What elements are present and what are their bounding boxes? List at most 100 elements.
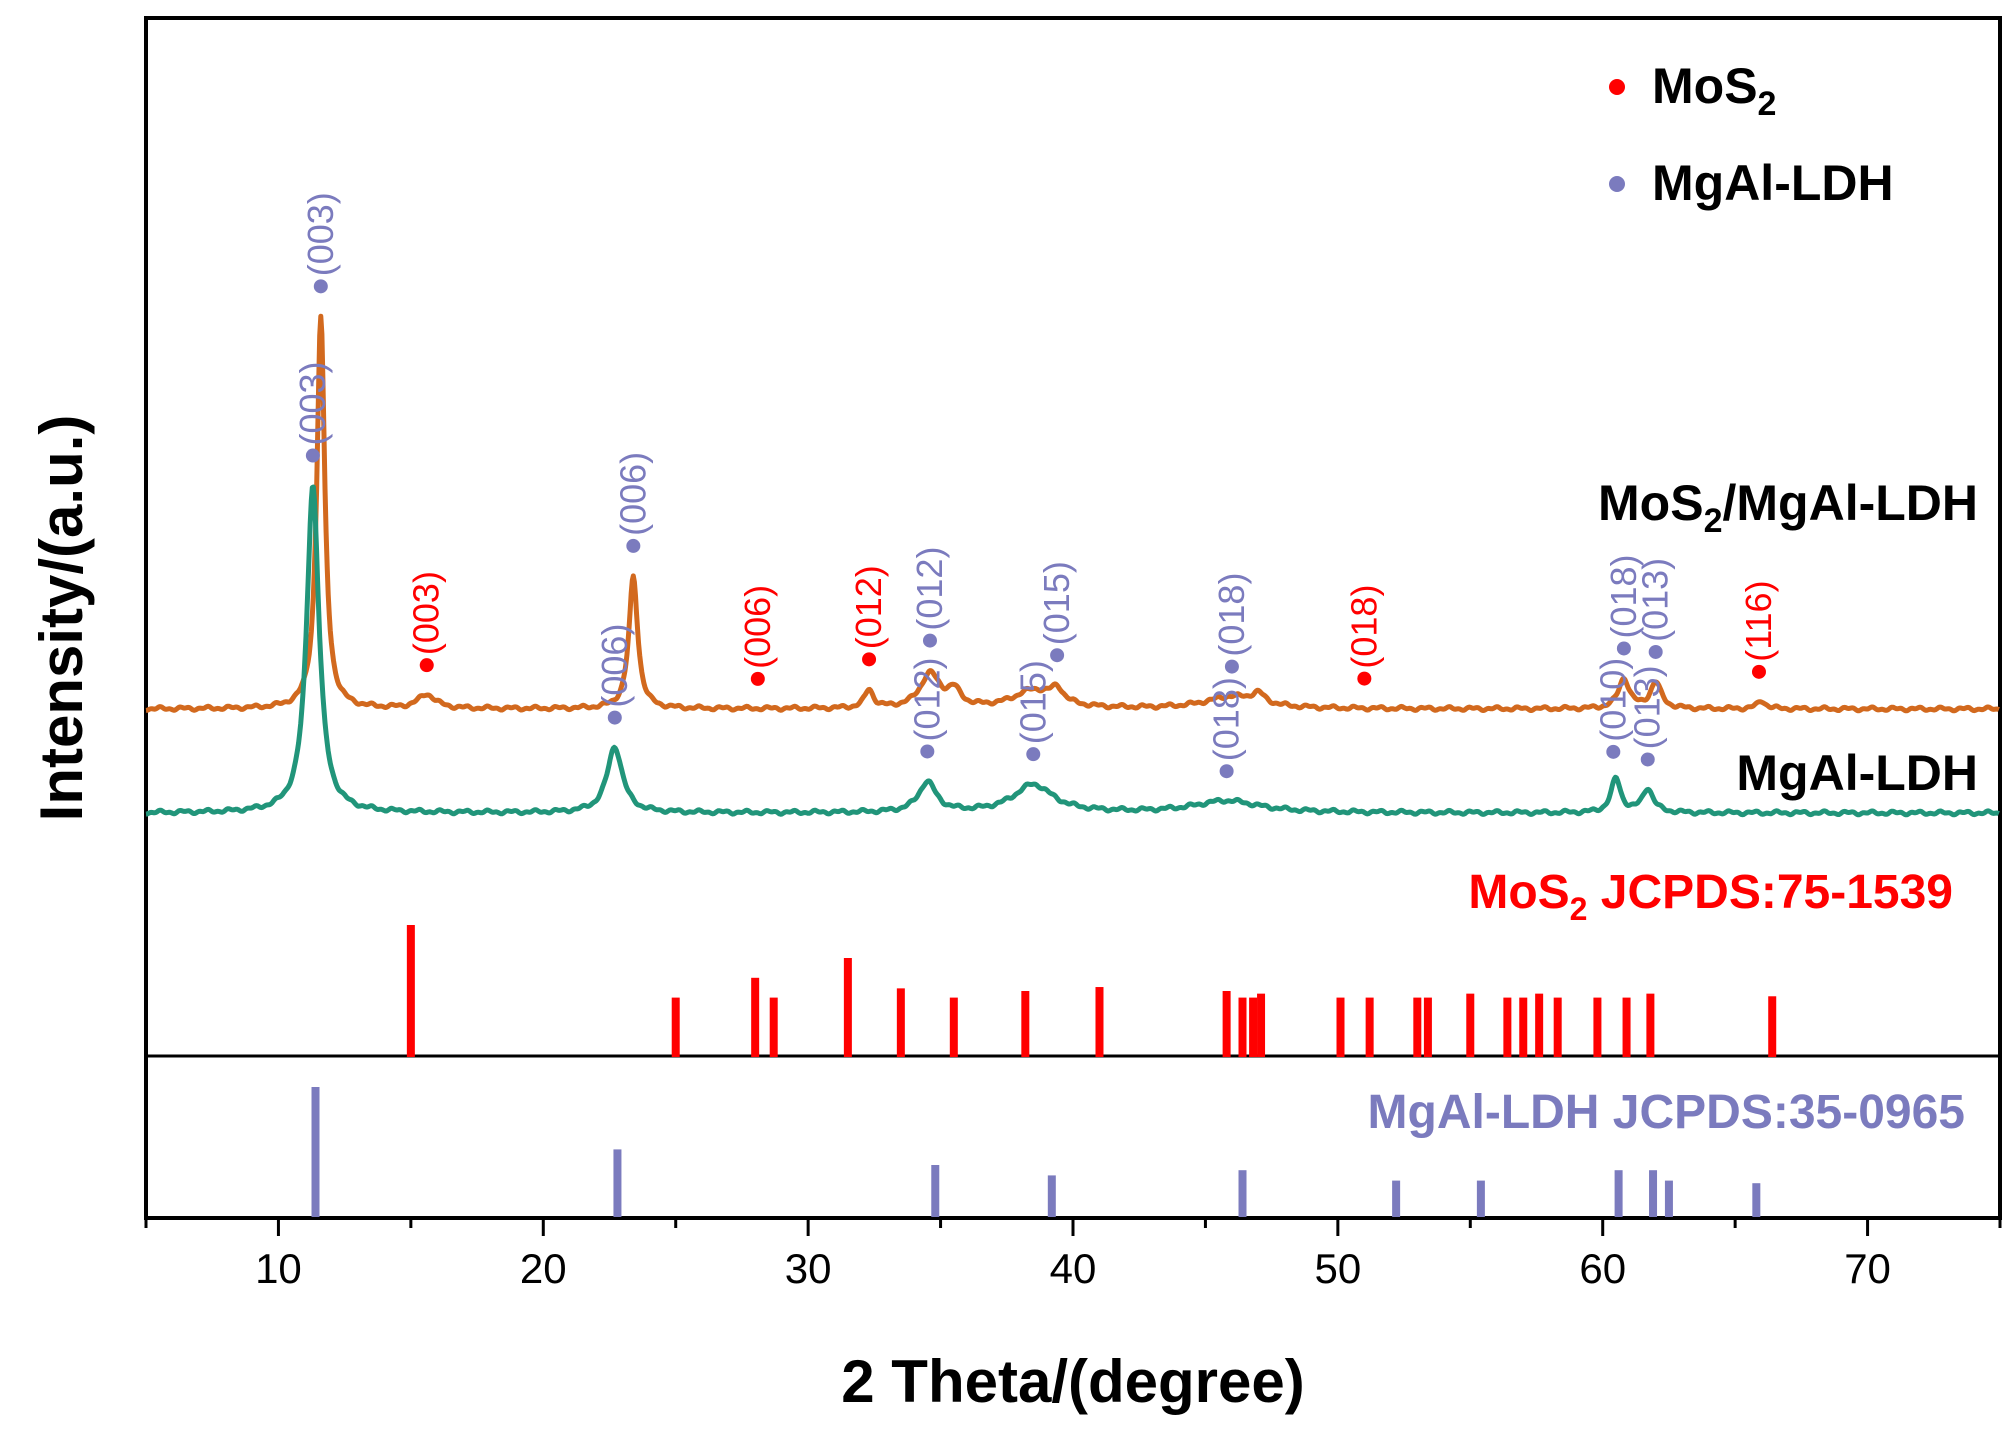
reference-stick [671,997,680,1057]
peak-hkl-label: (015) [1012,660,1053,744]
peak-marker-dot [419,658,434,673]
reference-stick [1768,996,1777,1057]
legend-entry: MgAl-LDH [1652,155,1894,211]
reference-stick [1503,997,1512,1057]
peak-marker-dot [1224,659,1239,674]
peak-hkl-label: (012) [848,565,889,649]
reference-stick [769,997,778,1057]
peak-marker-dot [305,448,320,463]
composite-xrd-curve [144,313,2001,714]
peak-hkl-label: (116) [1738,580,1779,661]
reference-patterns: MoS2 JCPDS:75-1539 MgAl-LDH JCPDS:35-0965 [311,866,1965,1217]
reference-stick [1047,1175,1056,1217]
peak-hkl-label: (018) [1211,573,1252,657]
legend-marker [1609,79,1625,95]
series-label: MgAl-LDH [1736,745,1978,801]
peak-marker-dot [1357,671,1372,686]
peak-hkl-label: (006) [612,452,653,536]
peak-marker-dot [1616,641,1631,656]
reference-stick [406,925,415,1057]
reference-stick [1646,993,1655,1057]
series-labels: MoS2/MgAl-LDH MgAl-LDH [1598,475,1978,801]
reference-title: MgAl-LDH JCPDS:35-0965 [1368,1086,1965,1139]
reference-stick [1336,997,1345,1057]
peak-marker-dot [922,633,937,648]
reference-stick [1095,987,1104,1057]
peak-marker-dot [626,538,641,553]
x-tick-label: 30 [785,1245,832,1292]
peak-marker-dot [1751,664,1766,679]
peak-marker-dot [313,279,328,294]
reference-stick [1649,1170,1658,1217]
reference-stick [1476,1180,1485,1217]
series-layer [144,313,2001,818]
peak-hkl-label: (013) [1627,665,1668,749]
reference-stick [1519,997,1528,1057]
x-tick-label: 70 [1844,1245,1891,1292]
peak-hkl-label: (013) [1635,558,1676,642]
peak-marker-dot [750,671,765,686]
x-tick-label: 50 [1314,1245,1361,1292]
peak-marker-dot [1648,644,1663,659]
reference-stick [1423,997,1432,1057]
reference-stick [896,988,905,1057]
reference-stick [1413,997,1422,1057]
reference-stick [1021,991,1030,1057]
peak-marker-dot [1219,764,1234,779]
reference-stick [1614,1170,1623,1217]
reference-stick [843,958,852,1057]
peak-marker-dot [862,652,877,667]
reference-stick [613,1149,622,1217]
peak-marker-dot [1606,744,1621,759]
peak-marker-dot [607,710,622,725]
reference-stick [1249,997,1258,1057]
reference-stick [311,1087,320,1217]
reference-stick [1222,991,1231,1057]
peak-hkl-label: (015) [1036,561,1077,645]
legend: MoS2 MgAl-LDH [1609,58,1894,211]
peak-hkl-label: (006) [594,624,635,708]
peak-hkl-label: (018) [1206,677,1247,761]
series-label: MoS2/MgAl-LDH [1598,475,1978,540]
x-tick-label: 60 [1579,1245,1626,1292]
peak-hkl-label: (018) [1603,554,1644,638]
peak-hkl-label: (003) [300,192,341,276]
reference-stick [949,997,958,1057]
reference-stick [1553,997,1562,1057]
reference-stick [1392,1180,1401,1217]
reference-stick [931,1165,940,1217]
legend-entry: MoS2 [1652,58,1776,123]
x-axis-title: 2 Theta/(degree) [841,1348,1304,1415]
peak-hkl-label: (010) [1592,658,1633,742]
reference-title: MoS2 JCPDS:75-1539 [1468,866,1953,927]
x-tick-label: 20 [520,1245,567,1292]
reference-stick [1664,1180,1673,1217]
reference-stick [751,977,760,1057]
peak-hkl-label: (012) [909,547,950,631]
peak-hkl-label: (006) [737,585,778,669]
peak-hkl-label: (012) [906,657,947,741]
peak-marker-dot [1050,648,1065,663]
peak-marker-dot [920,744,935,759]
reference-stick [1466,993,1475,1057]
reference-stick [1622,997,1631,1057]
peak-hkl-label: (018) [1343,585,1384,669]
x-tick-label: 40 [1050,1245,1097,1292]
peak-markers: (003) (003) (006) (006) (012) (012) (015) (018)… [292,192,1779,779]
reference-stick [1535,993,1544,1057]
reference-stick [1257,993,1266,1057]
peak-hkl-label: (003) [292,361,333,445]
reference-stick [1593,997,1602,1057]
x-tick-label: 10 [255,1245,302,1292]
reference-stick [1238,997,1247,1057]
peak-marker-dot [1640,752,1655,767]
x-axis-ticks: 10 20 30 40 50 60 70 [144,1218,2002,1292]
reference-stick [1752,1183,1761,1217]
ldh-xrd-curve [144,484,2001,818]
peak-marker-dot [1026,747,1041,762]
peak-hkl-label: (003) [406,571,447,655]
reference-stick [1238,1170,1247,1217]
y-axis-title: Intensity/(a.u.) [28,415,95,822]
legend-marker [1609,176,1625,192]
